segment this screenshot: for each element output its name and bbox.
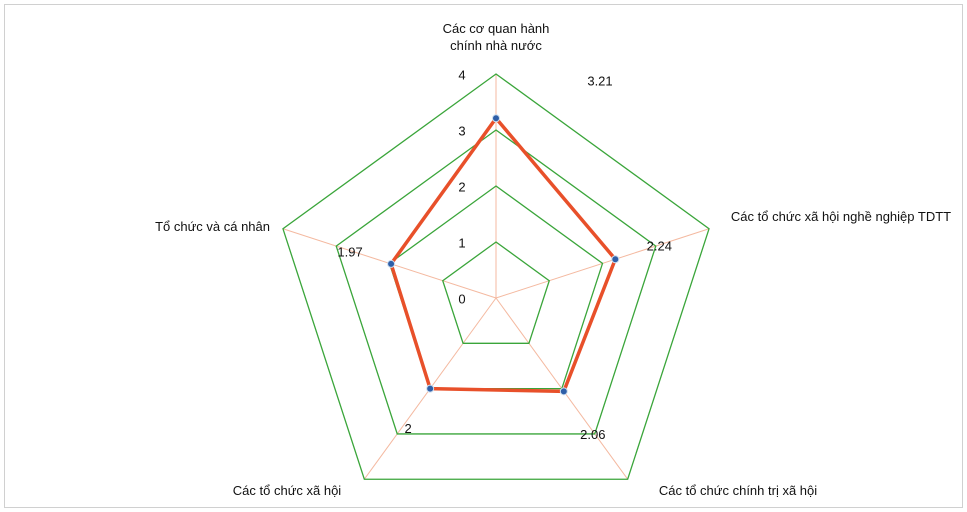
r-tick-label: 0 [458, 291, 465, 306]
r-tick-label: 2 [458, 179, 465, 194]
data-point [611, 255, 620, 264]
grid-line [335, 129, 657, 435]
data-point [387, 259, 396, 268]
data-label: 2.06 [580, 427, 605, 442]
grid-line [282, 73, 710, 480]
data-label: 2 [405, 421, 412, 436]
chart-border [4, 4, 963, 508]
category-label: Các tổ chức chính trị xã hội [658, 483, 818, 498]
data-point [559, 387, 568, 396]
r-tick-label: 3 [458, 123, 465, 138]
data-label: 1.97 [337, 244, 362, 259]
data-label: 3.21 [587, 74, 612, 89]
r-tick-label: 1 [458, 235, 465, 250]
grid-line [441, 241, 551, 344]
series-line [389, 116, 618, 394]
data-point [492, 114, 500, 123]
category-label: Các tổ chức xã hội [232, 483, 342, 498]
category-label: Các cơ quan hành chính nhà nước [442, 21, 550, 53]
data-label: 2.24 [647, 239, 672, 254]
category-label: Các tổ chức xã hội nghề nghiệp TDTT [730, 209, 952, 224]
r-tick-label: 4 [458, 67, 465, 82]
category-label: Tổ chức và cá nhân [155, 219, 270, 234]
data-point [426, 384, 435, 393]
